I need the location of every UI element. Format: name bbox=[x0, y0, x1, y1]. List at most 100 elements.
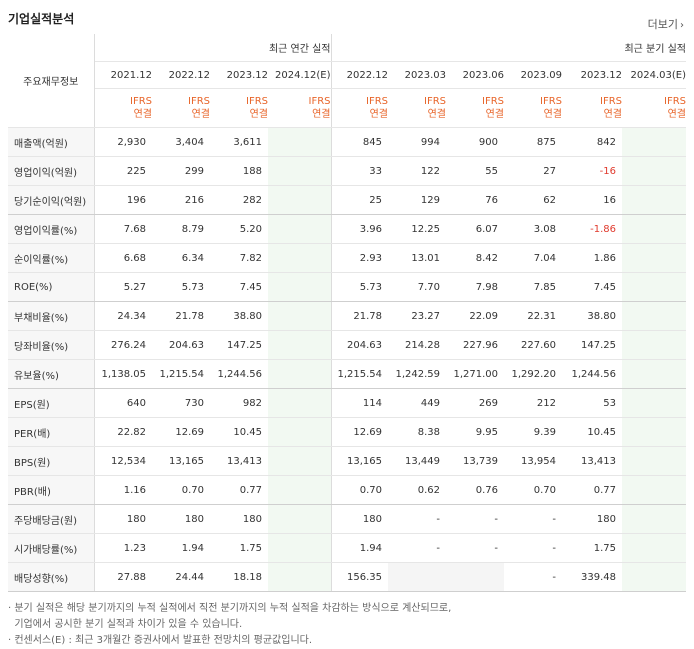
annual-value-cell bbox=[268, 504, 332, 534]
quarter-value-cell bbox=[622, 243, 686, 273]
annual-value-cell: 13,165 bbox=[152, 446, 210, 476]
quarter-value-cell: 13,165 bbox=[331, 446, 388, 476]
annual-value-cell: 225 bbox=[94, 156, 152, 186]
table-row: PBR(배) 1.16 0.70 0.77 0.70 0.62 0.76 0.70 0.77 bbox=[8, 475, 686, 505]
quarter-value-cell bbox=[622, 533, 686, 563]
quarter-period-header: 2022.12 bbox=[331, 61, 388, 89]
annual-value-cell: 204.63 bbox=[152, 330, 210, 360]
ifrs-top: IFRS bbox=[424, 96, 446, 107]
quarter-value-cell: 23.27 bbox=[388, 301, 446, 331]
quarter-value-cell: 7.98 bbox=[446, 272, 504, 302]
quarter-value-cell: 180 bbox=[331, 504, 388, 534]
quarter-value-cell: 0.77 bbox=[562, 475, 622, 505]
annual-value-cell: 0.70 bbox=[152, 475, 210, 505]
ifrs-bottom: 연결 bbox=[133, 109, 152, 120]
annual-value-cell: 5.20 bbox=[210, 214, 268, 244]
row-label: BPS(원) bbox=[8, 446, 95, 476]
ifrs-top: IFRS bbox=[540, 96, 562, 107]
corner-label: 주요재무정보 bbox=[8, 34, 95, 128]
quarter-period-header: 2023.09 bbox=[504, 61, 562, 89]
quarter-value-cell bbox=[622, 214, 686, 244]
quarter-value-cell bbox=[622, 127, 686, 157]
annual-value-cell: 1.94 bbox=[152, 533, 210, 563]
annual-value-cell: 38.80 bbox=[210, 301, 268, 331]
annual-value-cell bbox=[268, 533, 332, 563]
quarter-value-cell bbox=[622, 475, 686, 505]
quarter-value-cell: 5.73 bbox=[331, 272, 388, 302]
ifrs-bottom: 연결 bbox=[485, 109, 504, 120]
quarter-value-cell: - bbox=[504, 562, 562, 592]
annual-value-cell: 2,930 bbox=[94, 127, 152, 157]
table-row: 당기순이익(억원) 196 216 282 25 129 76 62 16 bbox=[8, 185, 686, 215]
quarter-value-cell bbox=[446, 562, 504, 592]
annual-value-cell: 24.34 bbox=[94, 301, 152, 331]
quarter-value-cell bbox=[622, 185, 686, 215]
quarter-value-cell: 76 bbox=[446, 185, 504, 215]
quarter-value-cell: 27 bbox=[504, 156, 562, 186]
annual-value-cell: 276.24 bbox=[94, 330, 152, 360]
quarter-value-cell: 7.04 bbox=[504, 243, 562, 273]
annual-value-cell bbox=[268, 214, 332, 244]
ifrs-label: IFRS 연결 bbox=[562, 88, 622, 128]
ifrs-bottom: 연결 bbox=[543, 109, 562, 120]
annual-value-cell: 188 bbox=[210, 156, 268, 186]
quarter-value-cell: 13.01 bbox=[388, 243, 446, 273]
annual-value-cell: 13,413 bbox=[210, 446, 268, 476]
quarter-value-cell bbox=[622, 272, 686, 302]
quarter-value-cell: 7.45 bbox=[562, 272, 622, 302]
quarter-value-cell: 38.80 bbox=[562, 301, 622, 331]
quarter-value-cell: 21.78 bbox=[331, 301, 388, 331]
section-header: 기업실적분석 더보기 › bbox=[8, 8, 686, 32]
quarter-value-cell: 12.25 bbox=[388, 214, 446, 244]
ifrs-bottom: 연결 bbox=[249, 109, 268, 120]
annual-period-header: 2022.12 bbox=[152, 61, 210, 89]
annual-value-cell bbox=[268, 243, 332, 273]
quarter-value-cell: - bbox=[504, 504, 562, 534]
annual-period-header: 2024.12(E) bbox=[268, 61, 332, 89]
quarter-value-cell: 1.94 bbox=[331, 533, 388, 563]
quarter-period-header: 2023.12 bbox=[562, 61, 622, 89]
quarter-value-cell: 339.48 bbox=[562, 562, 622, 592]
table-row: 당좌비율(%) 276.24 204.63 147.25 204.63 214.28 227… bbox=[8, 330, 686, 360]
annual-value-cell bbox=[268, 301, 332, 331]
footnotes: · 분기 실적은 해당 분기까지의 누적 실적에서 직전 분기까지의 누적 실적… bbox=[8, 601, 686, 649]
quarter-value-cell: 8.38 bbox=[388, 417, 446, 447]
ifrs-top: IFRS bbox=[130, 96, 152, 107]
ifrs-bottom: 연결 bbox=[427, 109, 446, 120]
quarter-value-cell: 9.39 bbox=[504, 417, 562, 447]
quarter-value-cell: 12.69 bbox=[331, 417, 388, 447]
annual-value-cell bbox=[268, 475, 332, 505]
quarter-value-cell: 62 bbox=[504, 185, 562, 215]
quarter-value-cell: 875 bbox=[504, 127, 562, 157]
ifrs-label: IFRS 연결 bbox=[268, 88, 332, 128]
quarter-value-cell: 994 bbox=[388, 127, 446, 157]
table-row: ROE(%) 5.27 5.73 7.45 5.73 7.70 7.98 7.85 7.45 bbox=[8, 272, 686, 302]
ifrs-top: IFRS bbox=[246, 96, 268, 107]
row-label: 주당배당금(원) bbox=[8, 504, 95, 534]
quarter-value-cell: 900 bbox=[446, 127, 504, 157]
annual-value-cell: 8.79 bbox=[152, 214, 210, 244]
quarter-value-cell: -1.86 bbox=[562, 214, 622, 244]
annual-value-cell: 27.88 bbox=[94, 562, 152, 592]
row-label: PBR(배) bbox=[8, 475, 95, 505]
quarter-value-cell: 180 bbox=[562, 504, 622, 534]
row-label: 영업이익(억원) bbox=[8, 156, 95, 186]
quarter-value-cell: 53 bbox=[562, 388, 622, 418]
footnote-3: · 컨센서스(E) : 최근 3개월간 증권사에서 발표한 전망치의 평균값입니… bbox=[8, 635, 313, 646]
quarter-value-cell bbox=[388, 562, 446, 592]
annual-value-cell: 299 bbox=[152, 156, 210, 186]
table-row: PER(배) 22.82 12.69 10.45 12.69 8.38 9.95 9.39 10… bbox=[8, 417, 686, 447]
table-row: EPS(원) 640 730 982 114 449 269 212 53 bbox=[8, 388, 686, 418]
row-label: 순이익률(%) bbox=[8, 243, 95, 273]
annual-value-cell: 5.27 bbox=[94, 272, 152, 302]
annual-value-cell: 18.18 bbox=[210, 562, 268, 592]
more-link[interactable]: 더보기 › bbox=[648, 16, 684, 32]
annual-value-cell: 6.34 bbox=[152, 243, 210, 273]
quarter-value-cell: 0.62 bbox=[388, 475, 446, 505]
quarter-period-header: 2023.03 bbox=[388, 61, 446, 89]
quarter-value-cell: 7.70 bbox=[388, 272, 446, 302]
row-label: 당기순이익(억원) bbox=[8, 185, 95, 215]
quarter-value-cell: 16 bbox=[562, 185, 622, 215]
annual-value-cell: 3,404 bbox=[152, 127, 210, 157]
annual-group-header: 최근 연간 실적 bbox=[94, 34, 332, 62]
